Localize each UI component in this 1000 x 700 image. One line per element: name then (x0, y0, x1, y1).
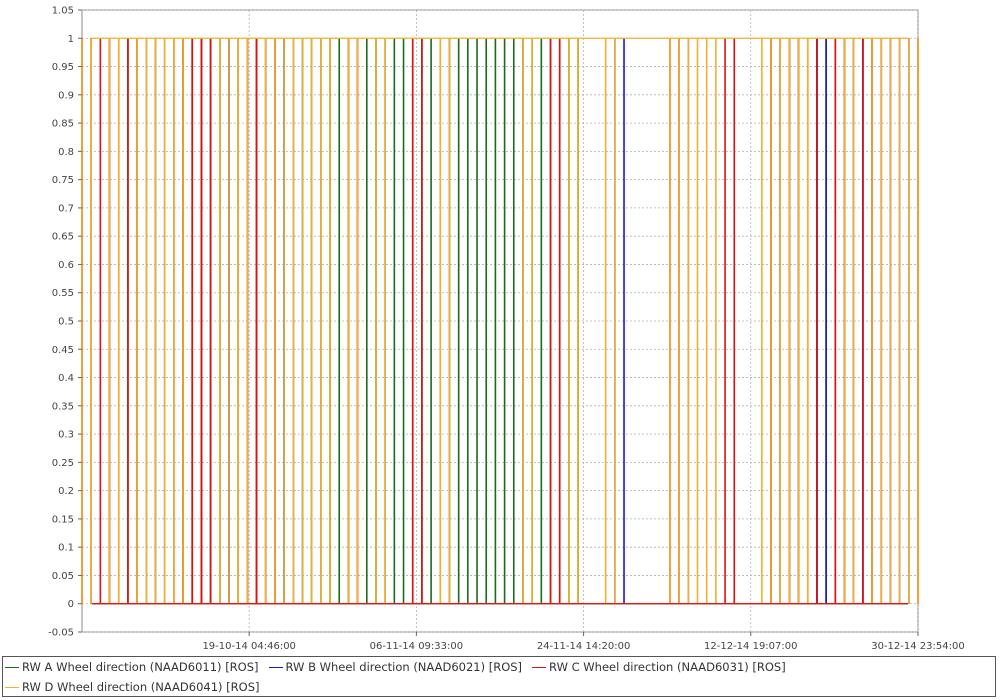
y-tick-label: 0.65 (52, 232, 74, 243)
legend-row: RW A Wheel direction (NAAD6011) [ROS] RW… (3, 657, 995, 677)
y-tick-label: 0.25 (52, 458, 74, 469)
legend: RW A Wheel direction (NAAD6011) [ROS] RW… (2, 656, 996, 697)
legend-label-rw-c: RW C Wheel direction (NAAD6031) [ROS] (549, 660, 786, 674)
legend-item-rw-c: RW C Wheel direction (NAAD6031) [ROS] (532, 660, 786, 674)
x-tick-label: 12-12-14 19:07:00 (704, 641, 797, 652)
x-tick-label: 19-10-14 04:46:00 (202, 641, 295, 652)
y-tick-label: 0.6 (58, 260, 74, 271)
legend-swatch-rw-b (268, 666, 283, 668)
legend-label-rw-b: RW B Wheel direction (NAAD6021) [ROS] (285, 660, 523, 674)
legend-label-rw-a: RW A Wheel direction (NAAD6011) [ROS] (22, 660, 259, 674)
legend-row: RW D Wheel direction (NAAD6041) [ROS] (3, 677, 995, 697)
y-axis: -0.05 0 0.05 0.1 0.15 0.2 0.25 0.3 0.35 0.4 0.45 0.… (48, 6, 82, 639)
legend-item-rw-b: RW B Wheel direction (NAAD6021) [ROS] (268, 660, 523, 674)
legend-swatch-rw-d (5, 686, 19, 688)
y-tick-label: 0.8 (58, 147, 74, 158)
y-tick-label: 0.05 (52, 571, 74, 582)
y-tick-label: 0.7 (58, 203, 74, 214)
y-tick-label: 0.9 (58, 90, 74, 101)
y-tick-label: 0.45 (52, 345, 74, 356)
x-tick-label: 30-12-14 23:54:00 (871, 641, 964, 652)
x-axis: 19-10-14 04:46:00 06-11-14 09:33:00 24-11-… (202, 632, 965, 652)
y-tick-label: 1 (68, 34, 74, 45)
legend-item-rw-d: RW D Wheel direction (NAAD6041) [ROS] (5, 680, 260, 694)
x-tick-label: 06-11-14 09:33:00 (370, 641, 463, 652)
y-tick-label: 0.85 (52, 119, 74, 130)
legend-label-rw-d: RW D Wheel direction (NAAD6041) [ROS] (22, 680, 260, 694)
legend-swatch-rw-c (532, 666, 547, 668)
y-tick-label: 0.3 (58, 430, 74, 441)
y-tick-label: 0.15 (52, 514, 74, 525)
series-lines (81, 37, 919, 605)
y-tick-label: 0 (68, 599, 74, 610)
y-tick-label: 0.35 (52, 401, 74, 412)
y-tick-label: 0.2 (58, 486, 74, 497)
series-4-group (81, 38, 919, 605)
chart-plot: -0.05 0 0.05 0.1 0.15 0.2 0.25 0.3 0.35 0.4 0.45 0.… (48, 6, 965, 653)
y-tick-label: 0.5 (58, 317, 74, 328)
y-tick-label: 0.4 (58, 373, 74, 384)
y-tick-label: 0.1 (58, 543, 74, 554)
gridlines (82, 9, 919, 633)
y-tick-label: 0.95 (52, 62, 74, 73)
y-tick-label: 1.05 (52, 6, 74, 17)
legend-item-rw-a: RW A Wheel direction (NAAD6011) [ROS] (5, 660, 259, 674)
x-tick-label: 24-11-14 14:20:00 (537, 641, 630, 652)
y-tick-label: 0.55 (52, 288, 74, 299)
y-tick-label: -0.05 (48, 628, 74, 639)
y-tick-label: 0.75 (52, 175, 74, 186)
legend-swatch-rw-a (5, 666, 19, 668)
